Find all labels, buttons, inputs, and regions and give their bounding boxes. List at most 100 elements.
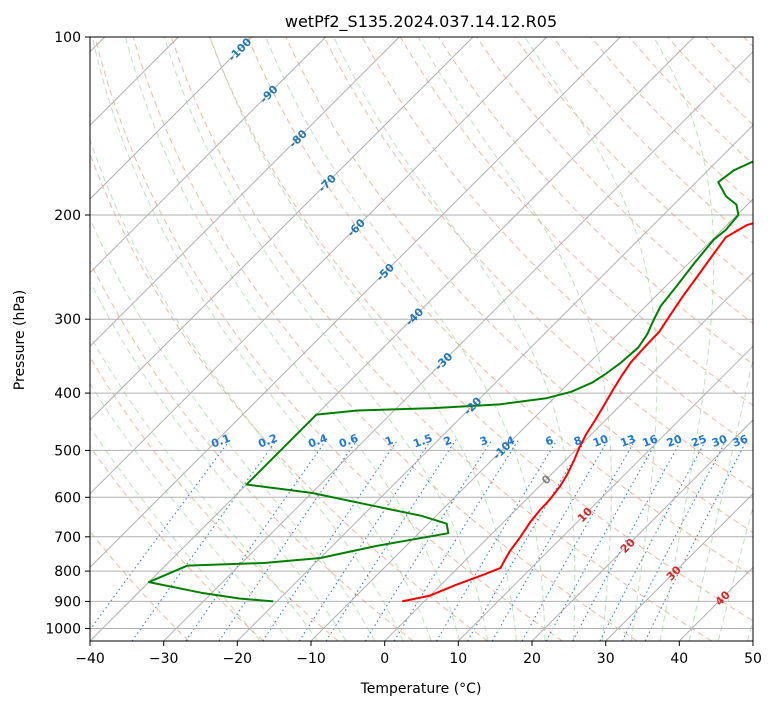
y-tick-label: 800 <box>54 564 81 580</box>
y-tick-label: 200 <box>54 208 81 224</box>
dry-adiabat-line <box>476 37 753 325</box>
x-tick-label: −20 <box>223 651 253 667</box>
isotherm-line <box>90 37 253 200</box>
mixing-ratio-label: 30 <box>710 432 729 450</box>
x-tick-label: 10 <box>449 651 467 667</box>
moist-adiabat-line <box>717 505 753 641</box>
mixing-ratio-label: 0.2 <box>256 432 279 451</box>
isotherm-line <box>605 492 753 641</box>
dry-adiabat-line <box>247 37 753 577</box>
y-tick-label: 1000 <box>45 622 81 638</box>
moist-adiabat-line <box>524 37 658 641</box>
temperature-profile-line <box>401 222 753 603</box>
profile-lines <box>147 160 753 603</box>
plot-frame <box>89 36 754 642</box>
moist-adiabat-line <box>125 37 461 641</box>
y-tick-label: 500 <box>54 443 81 459</box>
mixing-ratio-line <box>572 439 682 641</box>
mixing-ratio-line <box>435 439 558 641</box>
y-tick-label: 900 <box>54 594 81 610</box>
mixing-ratio-label: 16 <box>641 432 660 450</box>
x-tick-label: 40 <box>670 651 688 667</box>
mixing-ratio-line <box>491 439 609 641</box>
isotherm-line <box>236 124 753 641</box>
moist-adiabat-line <box>90 280 347 641</box>
dry-adiabat-line <box>285 37 753 534</box>
mixing-ratio-label: 0.4 <box>306 432 329 451</box>
moist-adiabat-line <box>653 37 715 641</box>
x-tick-label: 30 <box>597 651 615 667</box>
mixing-ratio-line <box>262 439 399 641</box>
dry-adiabat-line <box>170 37 712 641</box>
isotherm-line <box>90 37 695 641</box>
isobar-gridlines <box>90 37 753 629</box>
mixing-ratio-lines <box>90 439 748 641</box>
mixing-ratio-line <box>545 439 658 641</box>
y-tick-label: 700 <box>54 530 81 546</box>
mixing-ratio-label: 10 <box>591 432 610 450</box>
mixing-ratio-line <box>364 439 493 641</box>
mixing-ratio-line <box>599 439 707 641</box>
mixing-ratio-label: 13 <box>619 432 638 449</box>
y-tick-label: 100 <box>54 30 81 46</box>
x-tick-label: −40 <box>75 651 105 667</box>
mixing-ratio-line <box>467 439 586 641</box>
y-axis-ticks: 100 200 300 400 500 600 700 800 900 1000 <box>45 30 90 638</box>
y-tick-label: 300 <box>54 312 81 328</box>
x-axis-ticks: −40 −30 −20 −10 0 10 20 30 40 50 <box>75 641 762 667</box>
mixing-ratio-line <box>521 439 636 641</box>
isotherm-line <box>90 37 327 274</box>
mixing-ratio-label: 1.5 <box>412 432 435 451</box>
dry-adiabat-line <box>90 445 264 641</box>
isotherm-line <box>163 50 753 641</box>
moist-adiabat-line <box>90 334 319 641</box>
isotherm-line <box>457 345 753 641</box>
y-tick-label: 600 <box>54 490 81 506</box>
plot-background <box>90 37 753 641</box>
mixing-ratio-label: 25 <box>690 432 709 449</box>
y-tick-label: 400 <box>54 386 81 402</box>
x-tick-label: −10 <box>296 651 326 667</box>
mixing-ratio-line <box>644 439 748 641</box>
dry-adiabat-line <box>323 37 753 491</box>
mixing-ratio-label: 8 <box>572 434 584 449</box>
x-tick-label: 0 <box>380 651 389 667</box>
moist-adiabat-line <box>265 37 546 641</box>
isotherm-line <box>90 37 621 569</box>
x-tick-label: 20 <box>523 651 541 667</box>
mixing-ratio-line <box>298 439 432 641</box>
moist-adiabat-line <box>90 426 261 641</box>
mixing-ratio-label: 20 <box>665 432 684 450</box>
x-tick-label: 50 <box>744 651 762 667</box>
moist-adiabat-line <box>417 37 612 641</box>
skewed-isotherms <box>90 37 753 641</box>
mixing-ratio-line <box>621 439 727 641</box>
x-axis-label: Temperature (°C) <box>360 681 482 697</box>
isotherm-line <box>752 640 753 641</box>
mixing-ratio-label: 2 <box>442 434 454 449</box>
isotherm-line <box>90 37 400 348</box>
x-tick-label: −30 <box>149 651 179 667</box>
y-axis-label: Pressure (hPa) <box>12 290 28 390</box>
chart-title: wetPf2_S135.2024.037.14.12.R05 <box>285 12 557 32</box>
mixing-ratio-label: 0.1 <box>210 432 233 451</box>
moist-adiabat-line <box>163 37 489 641</box>
moist-adiabat-line <box>91 37 432 641</box>
moist-adiabat-line <box>688 355 753 641</box>
mixing-ratio-label: 4 <box>505 434 517 449</box>
moist-adiabat-line <box>333 37 576 641</box>
isotherm-line <box>531 419 753 641</box>
mixing-ratio-line <box>131 439 278 641</box>
isotherm-line <box>90 37 474 421</box>
mixing-ratio-label: 0.6 <box>337 432 360 451</box>
isotherm-line <box>90 37 548 495</box>
isotherm-line <box>384 271 753 641</box>
mixing-ratio-label: 36 <box>731 432 750 450</box>
dry-adiabat-line <box>90 260 414 641</box>
mixing-ratio-label: 6 <box>544 434 556 449</box>
mixing-ratio-label: 3 <box>478 434 490 449</box>
dewpoint-profile-line <box>147 160 753 603</box>
mixing-ratio-label: 1 <box>383 434 395 449</box>
dry-adiabat-line <box>94 37 563 641</box>
